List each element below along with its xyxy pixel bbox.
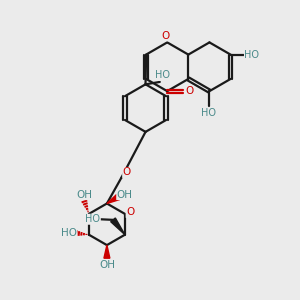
Text: HO: HO (61, 228, 77, 238)
Text: O: O (123, 167, 131, 178)
Text: O: O (162, 31, 170, 41)
Polygon shape (111, 218, 125, 235)
Text: OH: OH (99, 260, 115, 270)
Text: HO: HO (201, 108, 216, 118)
Polygon shape (107, 194, 120, 203)
Text: HO: HO (85, 214, 100, 224)
Text: HO: HO (155, 70, 170, 80)
Text: OH: OH (117, 190, 133, 200)
Text: O: O (185, 86, 193, 96)
Text: O: O (126, 207, 134, 218)
Text: OH: OH (76, 190, 92, 200)
Text: HO: HO (244, 50, 260, 60)
Polygon shape (104, 245, 110, 258)
